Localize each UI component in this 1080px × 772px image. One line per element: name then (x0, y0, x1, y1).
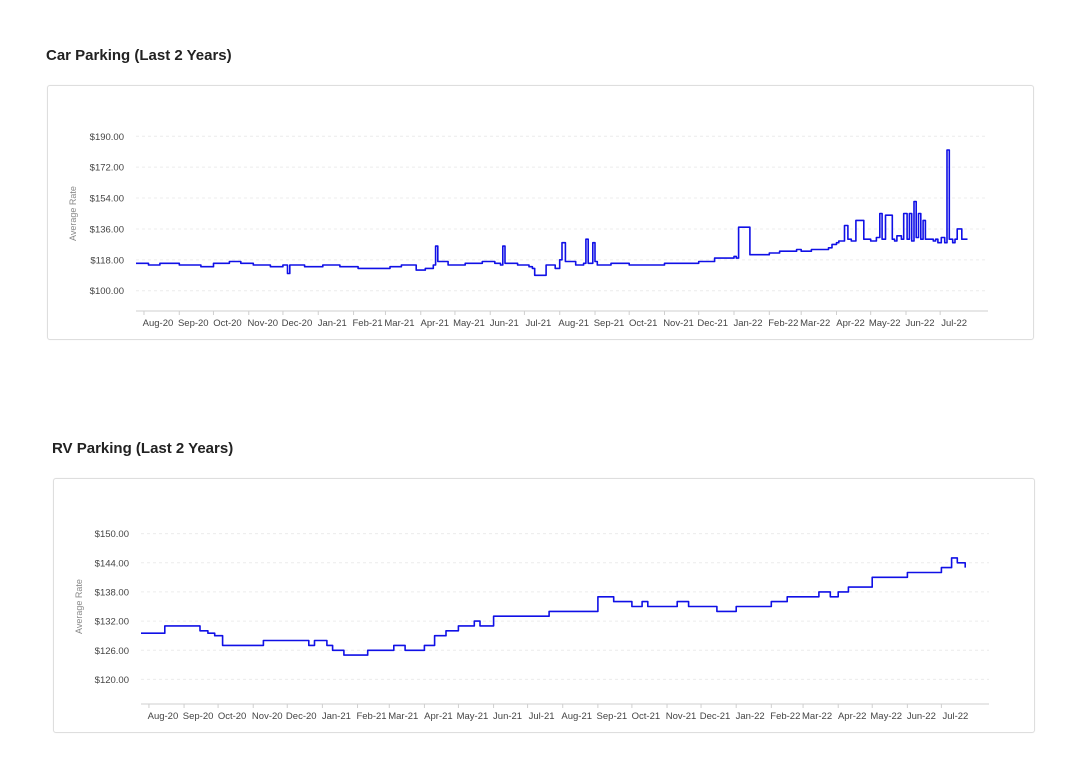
rv-x-tick-label: Nov-20 (252, 711, 283, 722)
rv-parking-line-chart: $120.00 $126.00 $132.00 $138.00 $144.00 $150.… (74, 529, 989, 722)
rv-parking-chart-title: RV Parking (Last 2 Years) (52, 440, 234, 457)
rv-x-tick-label: Apr-21 (424, 711, 453, 722)
rv-y-tick-label: $120.00 (95, 675, 129, 686)
rv-x-tick-label: Jan-22 (736, 711, 765, 722)
rv-x-tick-label: Dec-20 (286, 711, 317, 722)
rv-x-tick-label: Jan-21 (322, 711, 351, 722)
car-x-tick-label: Dec-20 (282, 318, 313, 329)
car-y-tick-label: $190.00 (90, 132, 124, 143)
rv-series-line (141, 557, 966, 656)
car-x-tick-label: Mar-22 (800, 318, 830, 329)
car-x-tick-label: Feb-22 (768, 318, 798, 329)
car-x-tick-label: Nov-20 (247, 318, 278, 329)
car-x-tick-label: Sep-20 (178, 318, 209, 329)
rv-x-tick-label: Feb-21 (356, 711, 386, 722)
car-x-tick-label: Aug-20 (143, 318, 174, 329)
rv-x-tick-label: Sep-20 (183, 711, 214, 722)
car-x-tick-label: Oct-21 (629, 318, 658, 329)
rv-x-tick-label: Nov-21 (666, 711, 697, 722)
car-x-tick-label: Dec-21 (697, 318, 728, 329)
car-x-tick-label: Apr-22 (836, 318, 865, 329)
car-y-tick-label: $172.00 (90, 163, 124, 174)
rv-y-tick-label: $150.00 (95, 529, 129, 540)
car-parking-chart-title: Car Parking (Last 2 Years) (46, 47, 232, 64)
rv-x-tick-label: Aug-20 (148, 711, 179, 722)
car-x-tick-label: Jul-22 (941, 318, 967, 329)
car-x-tick-label: Nov-21 (663, 318, 694, 329)
car-x-tick-label: Feb-21 (353, 318, 383, 329)
rv-x-tick-label: Dec-21 (700, 711, 731, 722)
car-y-axis-title: Average Rate (68, 186, 78, 241)
car-y-tick-label: $118.00 (90, 255, 124, 266)
rv-y-tick-label: $138.00 (95, 587, 129, 598)
rv-x-tick-label: Aug-21 (561, 711, 592, 722)
car-x-tick-label: Oct-20 (213, 318, 242, 329)
car-parking-chart-panel: $100.00 $118.00 $136.00 $154.00 $172.00 $190.… (47, 85, 1034, 340)
rv-x-tick-label: Mar-22 (802, 711, 832, 722)
car-y-tick-label: $154.00 (90, 194, 124, 205)
rv-parking-chart-panel: $120.00 $126.00 $132.00 $138.00 $144.00 $150.… (53, 478, 1035, 733)
rv-y-tick-label: $144.00 (95, 558, 129, 569)
car-x-tick-label: Jun-22 (905, 318, 934, 329)
rv-x-tick-label: May-22 (870, 711, 902, 722)
car-x-tick-label: Jul-21 (525, 318, 551, 329)
car-series-line (136, 149, 968, 277)
car-x-tick-label: Jan-22 (733, 318, 762, 329)
car-x-tick-label: Sep-21 (594, 318, 625, 329)
rv-x-tick-label: Oct-20 (218, 711, 247, 722)
rv-x-tick-label: Apr-22 (838, 711, 867, 722)
rv-x-tick-label: Jun-22 (907, 711, 936, 722)
car-x-tick-label: Jan-21 (318, 318, 347, 329)
rv-x-tick-label: Jul-21 (529, 711, 555, 722)
rv-y-tick-label: $132.00 (95, 617, 129, 628)
car-x-tick-label: Apr-21 (421, 318, 450, 329)
rv-y-tick-label: $126.00 (95, 646, 129, 657)
rv-x-tick-label: Mar-21 (388, 711, 418, 722)
car-x-tick-label: Mar-21 (384, 318, 414, 329)
rv-x-tick-label: Feb-22 (770, 711, 800, 722)
car-x-tick-label: Jun-21 (490, 318, 519, 329)
rv-x-tick-label: Sep-21 (597, 711, 628, 722)
car-x-tick-label: Aug-21 (558, 318, 589, 329)
rv-x-tick-label: Oct-21 (632, 711, 661, 722)
rv-x-tick-label: Jun-21 (493, 711, 522, 722)
rv-x-tick-label: Jul-22 (942, 711, 968, 722)
car-y-tick-label: $136.00 (90, 224, 124, 235)
car-x-tick-label: May-22 (869, 318, 901, 329)
car-parking-line-chart: $100.00 $118.00 $136.00 $154.00 $172.00 $190.… (68, 132, 988, 329)
rv-y-axis-title: Average Rate (74, 579, 84, 634)
car-y-tick-label: $100.00 (90, 286, 124, 297)
rv-x-tick-label: May-21 (457, 711, 489, 722)
car-x-tick-label: May-21 (453, 318, 485, 329)
